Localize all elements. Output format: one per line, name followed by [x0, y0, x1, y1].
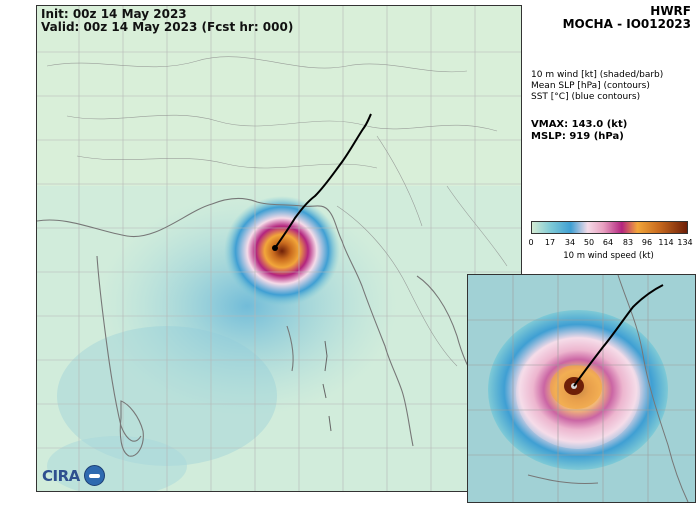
main-wind-map: [36, 5, 522, 492]
inset-coastline: [527, 275, 689, 502]
main-map-canvas: [37, 6, 521, 491]
storm-track: [274, 113, 372, 249]
graticule: [37, 6, 521, 491]
valid-time: Valid: 00z 14 May 2023 (Fcst hr: 000): [41, 20, 294, 34]
wind-colorbar: [531, 221, 688, 234]
andaman-islands: [322, 340, 332, 432]
storm-id: MOCHA - IO012023: [562, 17, 691, 31]
cira-logo-text: CIRA: [42, 466, 80, 485]
agency-seal-icon: [83, 465, 105, 486]
inset-zoom-map: [467, 274, 696, 503]
vmax-readout: VMAX: 143.0 (kt): [531, 119, 628, 130]
init-time: Init: 00z 14 May 2023: [41, 7, 187, 21]
colorbar-tick: 64: [602, 238, 614, 247]
legend-sst: SST [°C] (blue contours): [531, 92, 641, 102]
colorbar-tick: 0: [528, 238, 534, 247]
colorbar-tick: 134: [677, 238, 693, 247]
colorbar-tick: 34: [564, 238, 576, 247]
colorbar-tick: 83: [622, 238, 634, 247]
colorbar-tick: 114: [658, 238, 674, 247]
colorbar-label: 10 m wind speed (kt): [563, 251, 654, 261]
colorbar-tick: 96: [641, 238, 653, 247]
cira-logo: CIRA: [42, 465, 105, 486]
legend-wind: 10 m wind [kt] (shaded/barb): [531, 70, 664, 80]
inset-storm-track: [573, 284, 664, 387]
colorbar-ticks: 0 17 34 50 64 83 96 114 134: [528, 238, 693, 249]
mslp-readout: MSLP: 919 (hPa): [531, 131, 624, 142]
legend-slp: Mean SLP [hPa] (contours): [531, 81, 650, 91]
inset-map-canvas: [468, 275, 695, 502]
borders: [46, 56, 508, 367]
model-name: HWRF: [650, 4, 691, 18]
colorbar-tick: 17: [544, 238, 556, 247]
colorbar-tick: 50: [583, 238, 595, 247]
